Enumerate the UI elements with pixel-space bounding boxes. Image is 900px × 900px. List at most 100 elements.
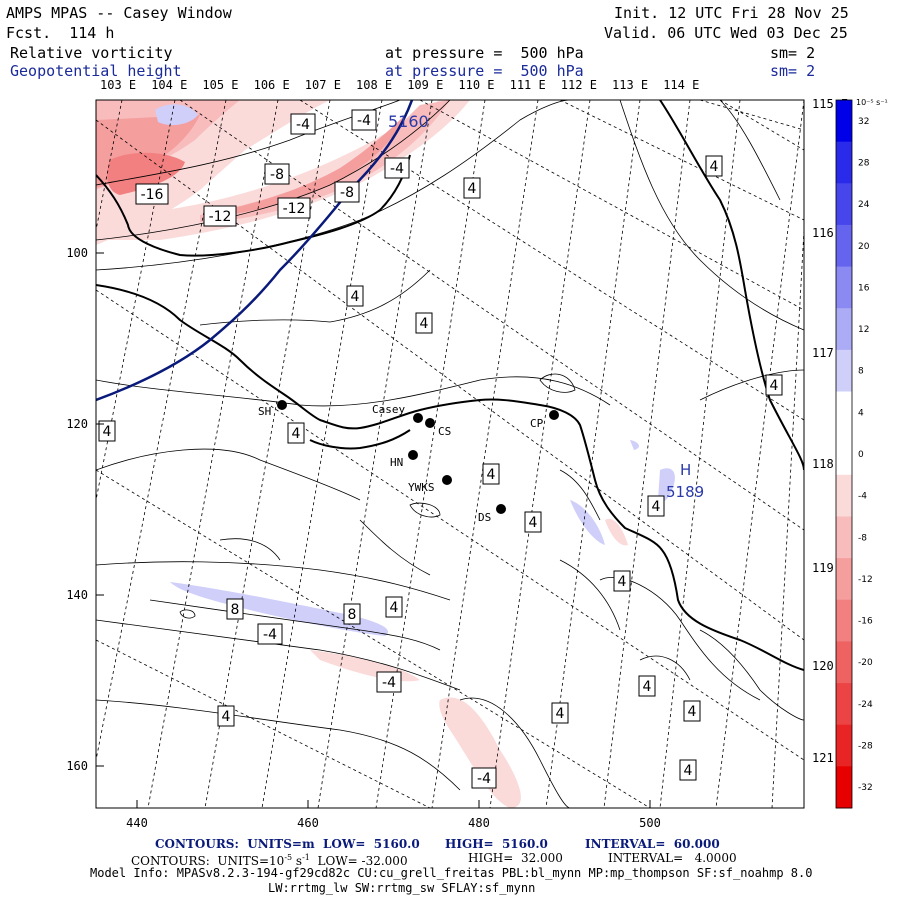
vorticity-label: 4 [98,420,116,442]
vorticity-label: 4 [463,177,481,199]
station-label-sh: SH [258,405,271,418]
svg-text:4: 4 [487,467,496,483]
vorticity-label: -4 [384,157,410,179]
svg-text:-4: -4 [263,627,277,643]
coastline [96,100,804,671]
svg-text:8: 8 [231,602,240,618]
colorbar-swatch [836,224,852,268]
vorticity-label: 4 [551,702,569,724]
colorbar-swatch [836,599,852,642]
y-tick-label: 120 [66,417,88,431]
svg-text:-4: -4 [390,161,404,177]
height-label-5160: 5160 [388,112,429,131]
svg-text:4: 4 [390,600,399,616]
colorbar-swatch [836,433,852,476]
vorticity-label: 4 [647,495,665,517]
vorticity-label: -8 [334,181,360,203]
colorbar-swatch [836,724,852,767]
vorticity-label: 4 [287,422,305,444]
colorbar-swatch [836,183,852,226]
vorticity-label: 4 [679,759,697,781]
svg-text:4: 4 [103,424,112,440]
colorbar-label: 28 [858,158,870,168]
longitude-label: 103 E [100,78,136,92]
svg-text:4: 4 [222,709,231,725]
longitude-label: 107 E [305,78,341,92]
map-title: AMPS MPAS -- Casey Window [6,4,232,22]
field2-smoothing: sm= 2 [770,62,816,80]
longitude-label: 109 E [407,78,443,92]
station-dot-cp [549,410,559,420]
footer-vort-high: HIGH= 32.000 [468,851,563,865]
svg-text:4: 4 [688,704,697,720]
vorticity-label: -12 [277,197,311,219]
station-label-ywks: YWKS [408,481,435,494]
x-tick-label: 440 [126,816,148,830]
longitude-label: 112 E [561,78,597,92]
svg-text:4: 4 [556,706,565,722]
longitude-label: 110 E [458,78,494,92]
svg-text:4: 4 [710,159,719,175]
vorticity-label: 4 [613,570,631,592]
vorticity-label: 4 [705,155,723,177]
field1-smoothing: sm= 2 [770,44,816,62]
svg-text:4: 4 [420,316,429,332]
svg-text:8: 8 [348,607,357,623]
longitude-label: 108 E [356,78,392,92]
vorticity-label: 8 [226,598,244,620]
footer-vort-exp: -5 [284,853,293,862]
vorticity-contours [96,100,804,808]
svg-text:4: 4 [643,679,652,695]
station-dot-ds [496,504,506,514]
colorbar-label: -8 [858,533,867,543]
colorbar-label: 4 [858,408,864,418]
svg-text:4: 4 [684,763,693,779]
vorticity-label: 8 [343,603,361,625]
vorticity-label: -4 [257,623,283,645]
colorbar-swatch [836,141,852,184]
vorticity-label: -8 [264,163,290,185]
x-axis-ticks: 440 460 480 500 [126,800,661,830]
field2-level: at pressure = 500 hPa [385,62,584,80]
x-tick-label: 460 [297,816,319,830]
colorbar-swatch [836,474,852,517]
colorbar-swatch [836,349,852,393]
station-dot-ywks [442,475,452,485]
colorbar: 32 28 24 20 16 12 8 4 0 -4 -8 -12 -16 -20 -24 -28 -32 [835,99,873,809]
station-label-cp: CP [530,417,544,430]
svg-text:4: 4 [770,378,779,394]
svg-text:-12: -12 [283,201,306,217]
colorbar-swatch [836,766,852,809]
station-label-hn: HN [390,456,403,469]
forecast-hour: Fcst. 114 h [6,24,115,42]
longitude-label: 104 E [151,78,187,92]
svg-text:4: 4 [468,181,477,197]
colorbar-label: 0 [858,450,864,460]
svg-text:-4: -4 [357,113,371,129]
valid-time: Valid. 06 UTC Wed 03 Dec 25 [604,24,848,42]
station-dot-casey [413,413,423,423]
field2-name: Geopotential height [10,62,182,80]
footer-model-info: Model Info: MPASv8.2.3-194-gf29cd82c CU:… [90,866,813,880]
plot-frame [95,99,805,809]
footer-height-contour-interval: INTERVAL= 60.000 [585,837,720,851]
colorbar-label: -4 [858,492,867,502]
colorbar-swatch [836,558,852,601]
vorticity-label: 4 [524,511,542,533]
footer-model-info-2: LW:rrtmg_lw SW:rrtmg_sw SFLAY:sf_mynn [268,881,536,895]
vorticity-label: -12 [203,205,237,227]
longitude-labels-top: 103 E 104 E 105 E 106 E 107 E 108 E 109 E 110 E… [100,78,699,92]
svg-text:-4: -4 [382,675,396,691]
colorbar-swatch [836,308,852,351]
footer-vort-units: CONTOURS: UNITS=10 [131,854,285,868]
station-label-casey: Casey [372,403,405,416]
y-tick-label: 100 [66,246,88,260]
svg-text:4: 4 [618,574,627,590]
height-contour-5160 [96,100,414,402]
svg-text:-12: -12 [209,209,232,225]
colorbar-swatch [836,641,852,684]
station-dot-hn [408,450,418,460]
footer-vort-exp2: -1 [302,853,310,862]
footer-vort-low: LOW= -32.000 [309,854,408,868]
longitude-label: 111 E [510,78,546,92]
